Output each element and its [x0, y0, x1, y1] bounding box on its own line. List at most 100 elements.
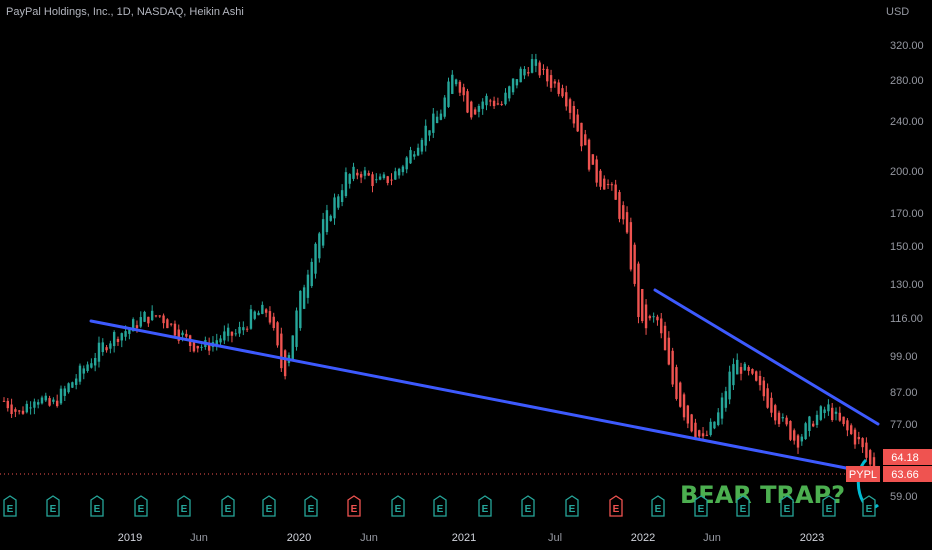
candle-body — [6, 400, 9, 409]
candle-body — [63, 388, 66, 396]
svg-text:E: E — [266, 504, 273, 515]
candle-body — [629, 222, 633, 270]
candle-body — [660, 318, 663, 334]
earnings-icon[interactable]: E — [694, 495, 708, 517]
svg-text:E: E — [569, 504, 576, 515]
x-tick-label: Jun — [360, 532, 378, 544]
candle-body — [686, 405, 690, 424]
candle-body — [755, 371, 758, 381]
candle-body — [321, 219, 325, 246]
candle-body — [603, 178, 606, 190]
earnings-icon[interactable]: E — [177, 495, 191, 517]
candle-body — [44, 395, 47, 401]
candle-body — [215, 340, 218, 345]
candle-body — [230, 331, 234, 336]
candle-body — [219, 338, 222, 343]
earnings-icon[interactable]: E — [478, 495, 492, 517]
candle-body — [55, 400, 59, 407]
candle-body — [679, 382, 682, 407]
earnings-icon[interactable]: E — [262, 495, 276, 517]
candle-body — [606, 184, 610, 186]
earnings-icon[interactable]: E — [736, 495, 750, 517]
earnings-icon[interactable]: E — [862, 495, 876, 517]
candle-body — [671, 350, 674, 385]
svg-text:E: E — [784, 504, 791, 515]
earnings-icon[interactable]: E — [433, 495, 447, 517]
candle-body — [774, 405, 777, 421]
candle-body — [25, 403, 28, 413]
y-tick-label: 59.00 — [890, 491, 918, 503]
candle-body — [253, 311, 256, 319]
svg-text:E: E — [351, 504, 358, 515]
candle-body — [717, 412, 720, 425]
candle-body — [177, 329, 180, 341]
svg-text:E: E — [866, 504, 873, 515]
candle-body — [648, 316, 652, 319]
earnings-icon[interactable]: E — [391, 495, 405, 517]
candle-body — [519, 68, 522, 83]
candle-body — [439, 113, 443, 120]
candle-body — [71, 382, 74, 388]
candle-body — [834, 411, 838, 414]
candle-body — [599, 170, 602, 187]
candle-body — [489, 100, 492, 102]
candle-body — [291, 335, 294, 359]
candle-body — [527, 72, 530, 74]
candle-body — [812, 423, 815, 427]
candle-body — [367, 173, 370, 176]
earnings-icon[interactable]: E — [347, 495, 361, 517]
earnings-icon[interactable]: E — [90, 495, 104, 517]
candle-body — [242, 327, 245, 331]
candle-body — [713, 421, 716, 429]
x-tick-label: 2020 — [287, 532, 311, 544]
candle-body — [705, 434, 709, 436]
candle-body — [823, 409, 826, 413]
candle-body — [181, 332, 184, 336]
candle-body — [299, 290, 302, 329]
earnings-icon[interactable]: E — [780, 495, 794, 517]
earnings-icon[interactable]: E — [221, 495, 235, 517]
earnings-icon[interactable]: E — [3, 495, 17, 517]
earnings-icon[interactable]: E — [134, 495, 148, 517]
candle-body — [675, 367, 678, 399]
svg-text:E: E — [138, 504, 145, 515]
candle-body — [150, 310, 154, 321]
candle-body — [29, 407, 32, 409]
candle-body — [511, 78, 515, 93]
earnings-icon[interactable]: E — [46, 495, 60, 517]
candle-body — [333, 197, 336, 219]
earnings-icon[interactable]: E — [565, 495, 579, 517]
candle-body — [272, 316, 275, 328]
candle-body — [310, 261, 313, 287]
candle-body — [766, 388, 769, 408]
svg-text:E: E — [437, 504, 444, 515]
candle-body — [831, 407, 834, 421]
candle-body — [302, 287, 306, 309]
candle-body — [743, 363, 747, 371]
candle-body — [850, 425, 853, 435]
candle-body — [473, 109, 477, 115]
candle-body — [690, 414, 693, 432]
svg-text:E: E — [482, 504, 489, 515]
candle-body — [82, 368, 85, 374]
candle-body — [538, 62, 541, 76]
svg-text:E: E — [395, 504, 402, 515]
svg-text:E: E — [50, 504, 57, 515]
earnings-icon[interactable]: E — [521, 495, 535, 517]
y-tick-label: 130.00 — [890, 279, 924, 291]
y-tick-label: 280.00 — [890, 75, 924, 87]
candle-body — [147, 316, 150, 324]
earnings-icon[interactable]: E — [304, 495, 318, 517]
earnings-icon[interactable]: E — [651, 495, 665, 517]
candle-body — [207, 343, 211, 351]
candle-body — [793, 430, 796, 441]
candle-body — [413, 154, 416, 157]
x-tick-label: 2021 — [452, 532, 476, 544]
y-tick-label: 77.00 — [890, 419, 918, 431]
earnings-icon[interactable]: E — [822, 495, 836, 517]
candle-body — [869, 450, 872, 465]
candle-body — [283, 350, 287, 377]
earnings-icon[interactable]: E — [609, 495, 623, 517]
candle-body — [682, 394, 686, 418]
